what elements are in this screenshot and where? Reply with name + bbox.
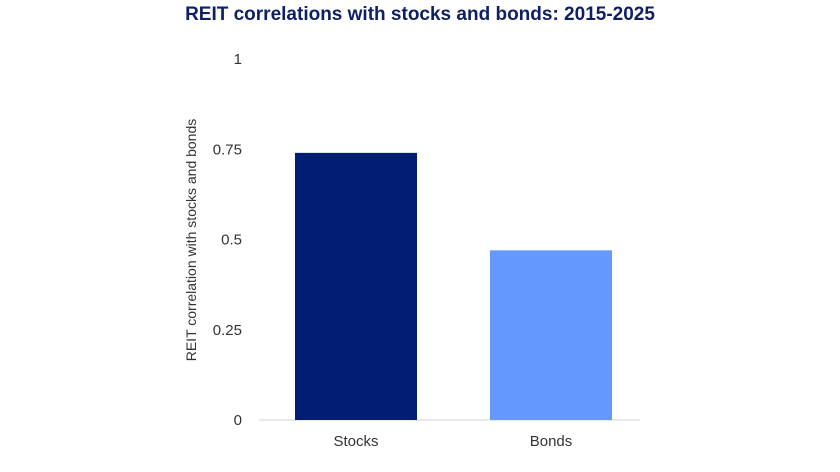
y-axis-label: REIT correlation with stocks and bonds: [183, 119, 199, 362]
y-tick-label: 0.5: [221, 232, 242, 249]
y-tick-label: 0: [234, 412, 242, 429]
chart-title: REIT correlations with stocks and bonds:…: [185, 4, 655, 25]
bar-stocks: [295, 152, 417, 421]
y-tick-label: 0.75: [213, 141, 242, 158]
y-tick-label: 0.25: [213, 322, 242, 339]
x-tick-label: Bonds: [530, 433, 573, 450]
bar-bonds: [490, 250, 612, 420]
x-tick-label: Stocks: [333, 433, 378, 450]
y-tick-label: 1: [234, 51, 242, 68]
